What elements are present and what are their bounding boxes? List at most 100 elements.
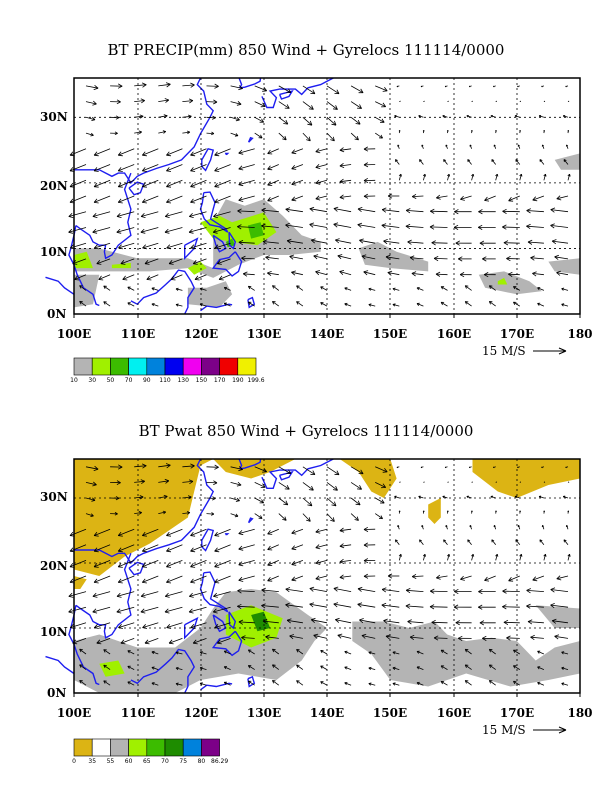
wind-vector [134, 130, 142, 135]
wind-vector [411, 193, 424, 199]
wind-vector [189, 211, 207, 218]
wind-vector [238, 148, 255, 155]
wind-vector [447, 100, 449, 102]
wind-vector [532, 271, 544, 277]
wind-vector [117, 195, 135, 204]
lon-label-140e: 140E [310, 327, 344, 341]
wind-vector [519, 130, 521, 134]
wind-vector [309, 206, 328, 213]
wind-vector [375, 116, 385, 123]
wind-vector [517, 85, 520, 88]
wind-vector [92, 211, 111, 218]
precip-area-10mm [74, 274, 100, 308]
wind-vector [493, 85, 496, 88]
coastline-segment [201, 147, 215, 172]
wind-vector [218, 274, 231, 281]
wind-vector [267, 195, 279, 202]
wind-vector [93, 148, 111, 157]
coastline-segment [68, 225, 100, 307]
wind-vector [166, 195, 183, 204]
wind-vector [361, 254, 376, 260]
colorbar-swatch [146, 357, 166, 376]
wind-vector [164, 227, 183, 234]
wind-vector [265, 255, 279, 261]
wind-vector [238, 179, 255, 187]
wind-vector [217, 258, 231, 265]
wind-vector [213, 211, 231, 218]
colorbar-label: 110 [159, 377, 171, 384]
wind-vector [214, 148, 231, 157]
wind-vector [530, 255, 544, 261]
wind-vector [285, 222, 303, 229]
lon-label-110e: 110E [121, 327, 155, 341]
precip-area-10mm [478, 271, 542, 295]
wind-vector [98, 274, 111, 281]
wind-vector [206, 131, 215, 136]
wind-vector [405, 223, 424, 230]
wind-vector [158, 98, 170, 103]
wind-vector [110, 115, 120, 120]
wind-vector [508, 195, 520, 202]
wind-vector [309, 222, 328, 228]
wind-vector [464, 301, 472, 307]
wind-vector [430, 208, 448, 214]
wind-vector [392, 287, 400, 291]
wind-vector [543, 130, 545, 134]
wind-vector [357, 207, 376, 213]
wind-vector [96, 258, 111, 265]
wind-vector [69, 179, 87, 188]
wind-vector [471, 173, 475, 181]
wind-vector [247, 301, 255, 307]
wind-vector [470, 130, 473, 134]
wind-vector [302, 101, 314, 110]
coastline-segment [130, 269, 196, 315]
lat-label-10n: 10N [40, 245, 68, 259]
wind-vector [296, 301, 304, 307]
wind-vector [532, 195, 545, 202]
wind-vector [164, 211, 183, 218]
wind-vector [469, 144, 472, 149]
wind-vector [182, 82, 195, 88]
wind-vector [261, 207, 279, 213]
panel1-title: BT PRECIP(mm) 850 Wind + Gyrelocs 111114… [107, 41, 505, 59]
wind-vector [285, 207, 303, 213]
wind-vector [562, 115, 569, 118]
wind-vector [320, 286, 328, 291]
wind-vector [302, 85, 316, 95]
wind-vector [468, 85, 472, 88]
wind-vector [326, 116, 337, 126]
coastline-segment [212, 234, 227, 253]
wind-vector [561, 287, 569, 291]
wind-vector [241, 255, 255, 261]
wind-vector [418, 115, 424, 118]
wind-vector [543, 173, 547, 181]
wind-vector [495, 130, 497, 134]
wind-vector [567, 100, 570, 102]
wind-vector [502, 208, 520, 214]
wind-vector [440, 286, 448, 291]
wind-vector [278, 101, 290, 109]
colorbar-swatch [237, 357, 257, 376]
colorbar-swatch [201, 357, 220, 376]
wind-vector [446, 130, 449, 134]
coastline-segment [228, 231, 237, 250]
wind-vector [238, 195, 255, 202]
wind-vector [110, 99, 121, 105]
wind-vector [261, 223, 279, 229]
wind-vector [199, 287, 207, 291]
wind-vector [291, 179, 304, 186]
wind-vector [565, 85, 569, 88]
wind-vector [435, 271, 448, 277]
wind-vector [182, 130, 191, 135]
wind-vector [567, 173, 571, 181]
colorbar-label: 70 [125, 377, 133, 384]
wind-vector [491, 159, 497, 165]
wind-vector [339, 194, 352, 200]
wind-vector [502, 224, 520, 230]
colorbar-label: 170 [214, 377, 226, 384]
wind-vector [394, 115, 400, 118]
wind-vector [335, 238, 352, 244]
wind-vector [460, 195, 472, 201]
wind-vector [455, 240, 472, 246]
wind-vector [146, 274, 159, 281]
